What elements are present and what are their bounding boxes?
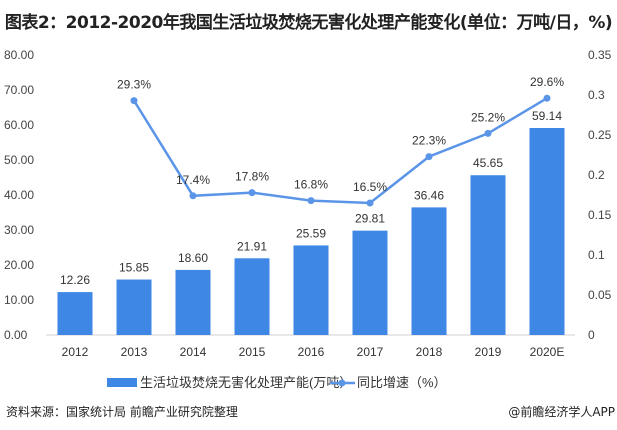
bar [234, 258, 270, 335]
y-left-tick-label: 40.00 [4, 188, 34, 202]
legend-bar-swatch [107, 378, 137, 387]
line-data-label: 16.8% [294, 178, 328, 192]
y-right-tick-label: 0.3 [588, 88, 605, 102]
y-right-tick-label: 0.15 [588, 208, 612, 222]
y-right-tick-label: 0.35 [588, 48, 612, 62]
x-tick-label: 2013 [121, 345, 148, 359]
bar-data-label: 25.59 [296, 226, 326, 240]
y-right-tick-label: 0.2 [588, 168, 605, 182]
chart-svg: 0.00 10.00 20.00 30.00 40.00 50.00 60.00 70.00 8… [4, 48, 612, 390]
bar [57, 292, 93, 335]
bar-data-label: 12.26 [60, 273, 90, 287]
line-data-label: 22.3% [412, 134, 446, 148]
legend-line-marker [338, 379, 346, 387]
line-data-label: 25.2% [471, 110, 505, 124]
x-tick-label: 2020E [530, 345, 565, 359]
y-left-tick-label: 70.00 [4, 83, 34, 97]
y-right-tick-label: 0.25 [588, 128, 612, 142]
y-left-tick-label: 10.00 [4, 293, 34, 307]
x-tick-label: 2017 [357, 345, 384, 359]
bar-data-label: 21.91 [237, 239, 267, 253]
bar [293, 245, 329, 335]
bar-data-label: 59.14 [532, 109, 562, 123]
source-note: 资料来源：国家统计局 前瞻产业研究院整理 [6, 405, 238, 419]
legend-bar-label: 生活垃圾焚烧无害化处理产能(万吨） [140, 375, 352, 390]
bar-data-label: 18.60 [178, 251, 208, 265]
bar [175, 269, 211, 335]
x-tick-label: 2014 [180, 345, 207, 359]
bar [352, 230, 388, 335]
y-right-tick-label: 0 [588, 328, 595, 342]
y-right-tick-label: 0.05 [588, 288, 612, 302]
y-left-tick-label: 60.00 [4, 118, 34, 132]
brand-credit: @前瞻经济学人APP [508, 405, 615, 419]
bar-data-label: 45.65 [473, 156, 503, 170]
x-tick-label: 2019 [475, 345, 502, 359]
line-point [366, 199, 374, 207]
bar [411, 207, 447, 335]
line-point [307, 197, 315, 205]
y-left-tick-label: 20.00 [4, 258, 34, 272]
bar [116, 279, 152, 335]
bar-data-label: 29.81 [355, 212, 385, 226]
line-point [484, 129, 492, 137]
line-point [543, 94, 551, 102]
y-left-tick-label: 30.00 [4, 223, 34, 237]
x-tick-label: 2018 [416, 345, 443, 359]
bar [529, 128, 565, 335]
bar [470, 175, 506, 335]
x-tick-label: 2012 [62, 345, 89, 359]
x-tick-label: 2016 [298, 345, 325, 359]
line-data-label: 29.6% [530, 75, 564, 89]
line-data-label: 16.5% [353, 180, 387, 194]
line-point [189, 192, 197, 200]
line-point [130, 97, 138, 105]
legend-line-label: 同比增速（%） [357, 375, 447, 390]
line-data-label: 17.4% [176, 173, 210, 187]
line-data-label: 17.8% [235, 170, 269, 184]
line-point [425, 153, 433, 161]
chart-title: 图表2：2012-2020年我国生活垃圾焚烧无害化处理产能变化(单位：万吨/日，… [4, 13, 613, 33]
bar-data-label: 36.46 [414, 188, 444, 202]
line-point [248, 189, 256, 197]
growth-line [132, 97, 548, 205]
bar-data-label: 15.85 [119, 261, 149, 275]
y-right-tick-label: 0.1 [588, 248, 605, 262]
y-left-tick-label: 80.00 [4, 48, 34, 62]
x-tick-label: 2015 [239, 345, 266, 359]
line-data-label: 29.3% [117, 78, 151, 92]
y-left-tick-label: 0.00 [4, 328, 28, 342]
y-left-tick-label: 50.00 [4, 153, 34, 167]
